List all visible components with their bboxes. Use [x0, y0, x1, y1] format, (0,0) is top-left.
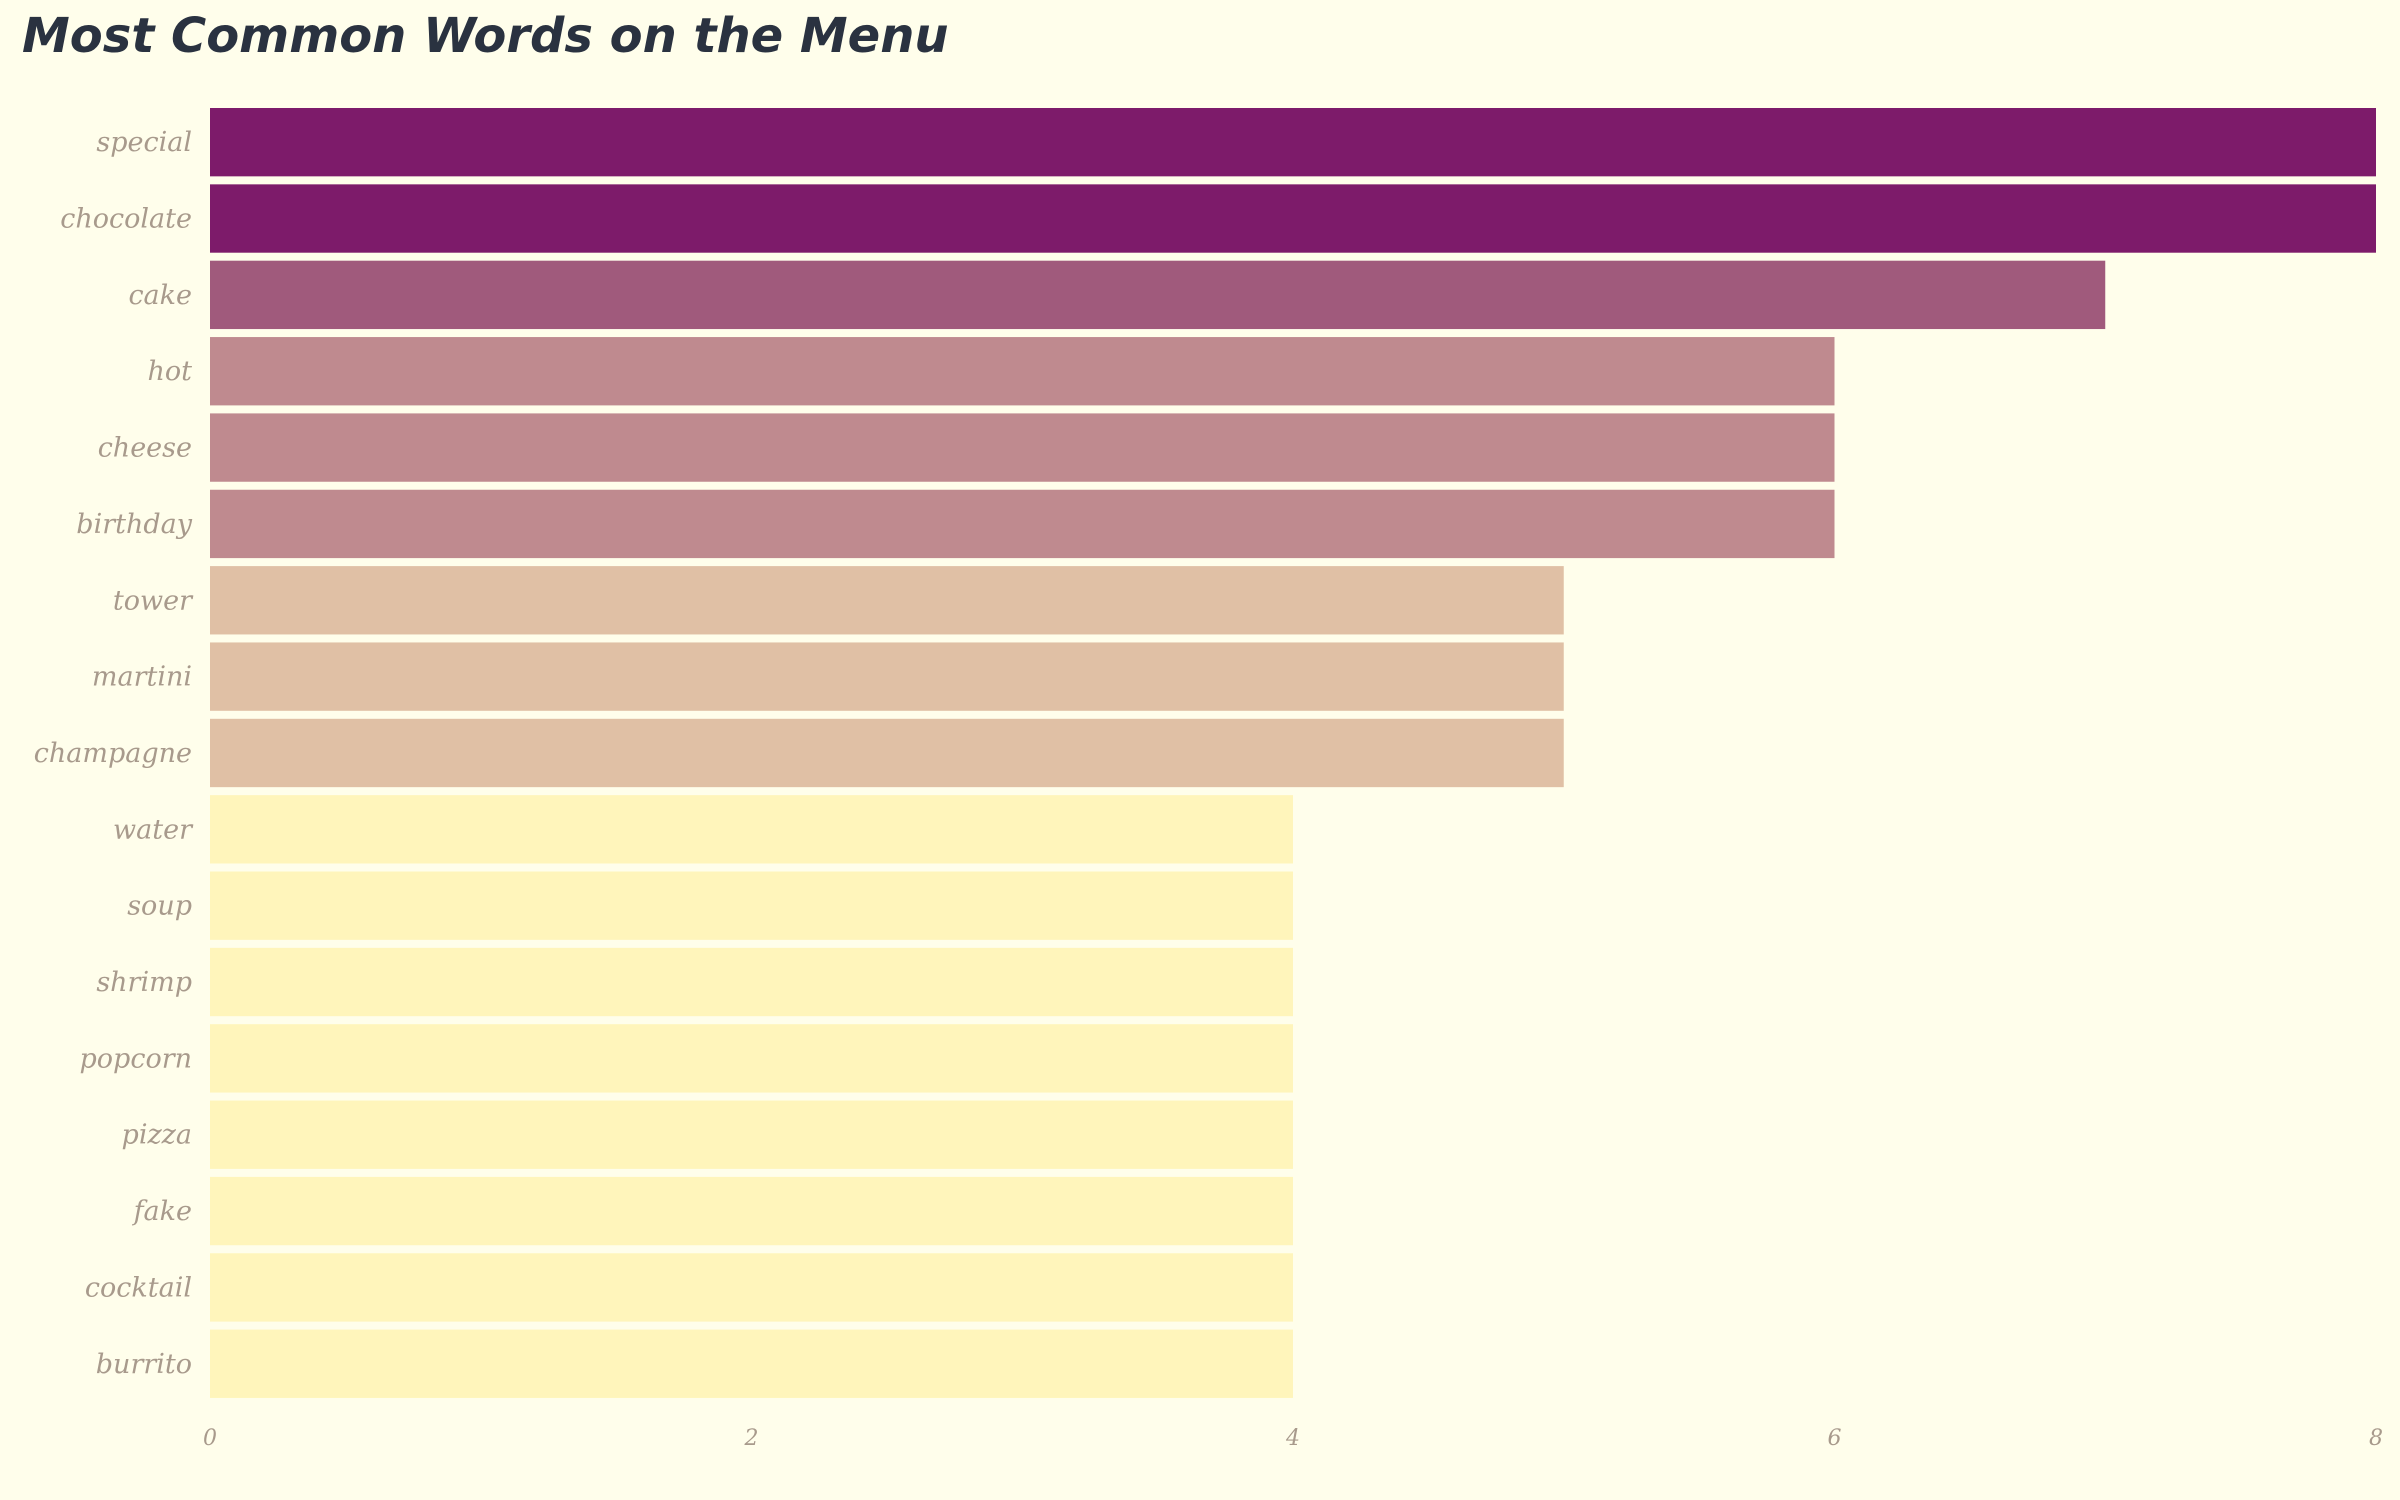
bar-tower: [210, 566, 1564, 635]
bar-pizza: [210, 1100, 1293, 1169]
bars-layer: [210, 108, 2376, 1398]
bar-birthday: [210, 489, 1835, 559]
bar-chocolate: [210, 184, 2376, 253]
category-label-champagne: champagne: [34, 738, 192, 769]
bar-fake: [210, 1176, 1293, 1246]
bar-popcorn: [210, 1024, 1293, 1093]
bar-champagne: [210, 718, 1564, 788]
category-label-martini: martini: [92, 662, 192, 693]
category-label-popcorn: popcorn: [80, 1043, 193, 1074]
bar-special: [210, 108, 2376, 177]
category-label-pizza: pizza: [122, 1120, 192, 1151]
category-label-special: special: [96, 127, 192, 158]
category-label-cocktail: cocktail: [85, 1272, 192, 1303]
category-label-hot: hot: [148, 356, 193, 387]
x-tick-label-2: 2: [744, 1426, 759, 1451]
x-tick-label-4: 4: [1285, 1426, 1300, 1451]
chart-title: Most Common Words on the Menu: [22, 8, 949, 64]
bar-water: [210, 795, 1293, 864]
bar-martini: [210, 642, 1564, 711]
x-tick-label-6: 6: [1828, 1426, 1842, 1451]
category-label-water: water: [113, 814, 194, 845]
bar-hot: [210, 337, 1835, 406]
category-label-burrito: burrito: [96, 1349, 192, 1380]
category-label-cheese: cheese: [98, 433, 192, 464]
category-label-chocolate: chocolate: [60, 204, 192, 235]
bar-cheese: [210, 413, 1835, 482]
bar-burrito: [210, 1329, 1293, 1398]
category-label-birthday: birthday: [76, 509, 192, 540]
x-axis-ticks: 0 2 4 6 8: [203, 1426, 2383, 1451]
category-label-cake: cake: [128, 280, 192, 311]
category-labels: special chocolate cake hot cheese birthday tow…: [34, 127, 194, 1380]
category-label-fake: fake: [132, 1196, 192, 1227]
category-label-tower: tower: [113, 585, 194, 616]
bar-cake: [210, 260, 2106, 330]
category-label-shrimp: shrimp: [96, 967, 192, 998]
bar-shrimp: [210, 947, 1293, 1017]
x-tick-label-8: 8: [2369, 1426, 2383, 1451]
bar-soup: [210, 871, 1293, 940]
bar-cocktail: [210, 1253, 1293, 1322]
x-tick-label-0: 0: [203, 1426, 217, 1451]
category-label-soup: soup: [127, 891, 192, 922]
